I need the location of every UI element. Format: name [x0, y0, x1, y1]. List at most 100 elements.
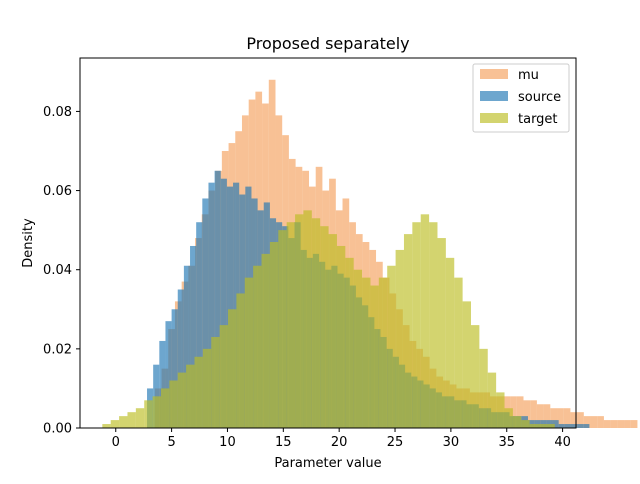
- bar-target: [228, 309, 237, 428]
- bar-target: [437, 238, 446, 428]
- legend-label-target: target: [518, 112, 558, 127]
- x-tick-label: 30: [443, 435, 460, 450]
- bar-target: [169, 380, 178, 428]
- bar-target: [219, 325, 229, 428]
- bar-source: [196, 222, 203, 428]
- bar-target: [462, 301, 471, 428]
- x-tick-label: 0: [112, 435, 120, 450]
- bar-mu: [543, 404, 551, 428]
- bar-target: [177, 372, 187, 428]
- bar-mu: [570, 412, 578, 428]
- x-tick-label: 25: [387, 435, 404, 450]
- bar-target: [295, 214, 304, 428]
- bar-target: [127, 412, 136, 428]
- bar-target: [387, 265, 396, 428]
- bar-source: [583, 424, 590, 428]
- y-tick-label: 0.06: [43, 184, 72, 199]
- bar-target: [110, 420, 120, 428]
- bar-target: [211, 336, 220, 428]
- bar-target: [311, 218, 321, 428]
- bar-target: [470, 325, 480, 428]
- bar-source: [159, 340, 166, 428]
- bar-source: [552, 420, 559, 428]
- bar-target: [521, 420, 530, 428]
- legend-swatch-mu: [480, 69, 508, 79]
- bar-source: [558, 424, 565, 428]
- x-tick-label: 10: [219, 435, 236, 450]
- bar-target: [278, 230, 287, 428]
- bar-target: [479, 348, 488, 428]
- legend: mu source target: [472, 63, 570, 133]
- x-tick-label: 5: [167, 435, 175, 450]
- bar-mu: [630, 420, 638, 428]
- bar-mu: [536, 404, 544, 428]
- axes-frame: [79, 57, 577, 429]
- bar-mu: [577, 412, 584, 428]
- y-tick-label: 0.04: [43, 263, 72, 278]
- bar-mu: [624, 420, 631, 428]
- bar-target: [353, 269, 363, 428]
- bar-target: [362, 277, 371, 428]
- bar-target: [160, 388, 170, 428]
- chart-title: Proposed separately: [246, 34, 409, 53]
- bar-target: [303, 210, 312, 428]
- x-tick-label: 35: [498, 435, 515, 450]
- bar-target: [420, 214, 430, 428]
- bar-target: [429, 222, 438, 428]
- legend-label-source: source: [518, 90, 561, 105]
- bar-mu: [557, 408, 564, 428]
- x-tick-label: 20: [331, 435, 348, 450]
- bar-mu: [610, 420, 618, 428]
- bar-target: [144, 400, 153, 428]
- bar-source: [570, 424, 578, 428]
- bar-target: [269, 242, 279, 428]
- bar-target: [395, 249, 404, 428]
- x-axis: 0 5 10 15 20 25 30 35 40: [112, 428, 571, 450]
- bar-target: [538, 424, 547, 428]
- bar-source: [226, 186, 234, 428]
- bar-target: [512, 416, 522, 428]
- bar-target: [320, 226, 329, 428]
- bar-mu: [583, 416, 591, 428]
- series-target: [102, 210, 555, 428]
- bar-target: [496, 392, 505, 428]
- bar-target: [186, 364, 195, 428]
- bar-target: [445, 257, 455, 428]
- bar-source: [214, 170, 221, 428]
- bar-source: [233, 182, 240, 428]
- bar-target: [345, 257, 354, 428]
- bar-mu: [617, 420, 625, 428]
- bar-target: [202, 348, 212, 428]
- bar-source: [177, 289, 184, 428]
- x-tick-label: 40: [554, 435, 571, 450]
- bar-mu: [516, 396, 524, 428]
- bar-target: [261, 253, 270, 428]
- bar-source: [577, 424, 584, 428]
- y-tick-label: 0.02: [43, 342, 72, 357]
- bar-source: [183, 265, 191, 428]
- bar-target: [102, 424, 111, 428]
- bar-mu: [550, 408, 558, 428]
- bar-source: [564, 424, 571, 428]
- legend-swatch-target: [480, 113, 508, 123]
- bar-target: [236, 293, 245, 428]
- bar-source: [208, 182, 215, 428]
- bar-mu: [563, 408, 571, 428]
- bar-mu: [597, 416, 604, 428]
- bar-target: [412, 222, 421, 428]
- bar-target: [244, 277, 254, 428]
- bar-source: [190, 245, 197, 428]
- bar-target: [546, 424, 555, 428]
- x-axis-label: Parameter value: [274, 456, 381, 471]
- bar-mu: [603, 420, 611, 428]
- x-tick-label: 15: [275, 435, 292, 450]
- bar-target: [253, 265, 262, 428]
- bar-target: [378, 277, 388, 428]
- bar-target: [194, 356, 203, 428]
- bar-mu: [510, 396, 517, 428]
- bar-target: [286, 222, 296, 428]
- bar-mu: [590, 416, 598, 428]
- bar-target: [454, 277, 463, 428]
